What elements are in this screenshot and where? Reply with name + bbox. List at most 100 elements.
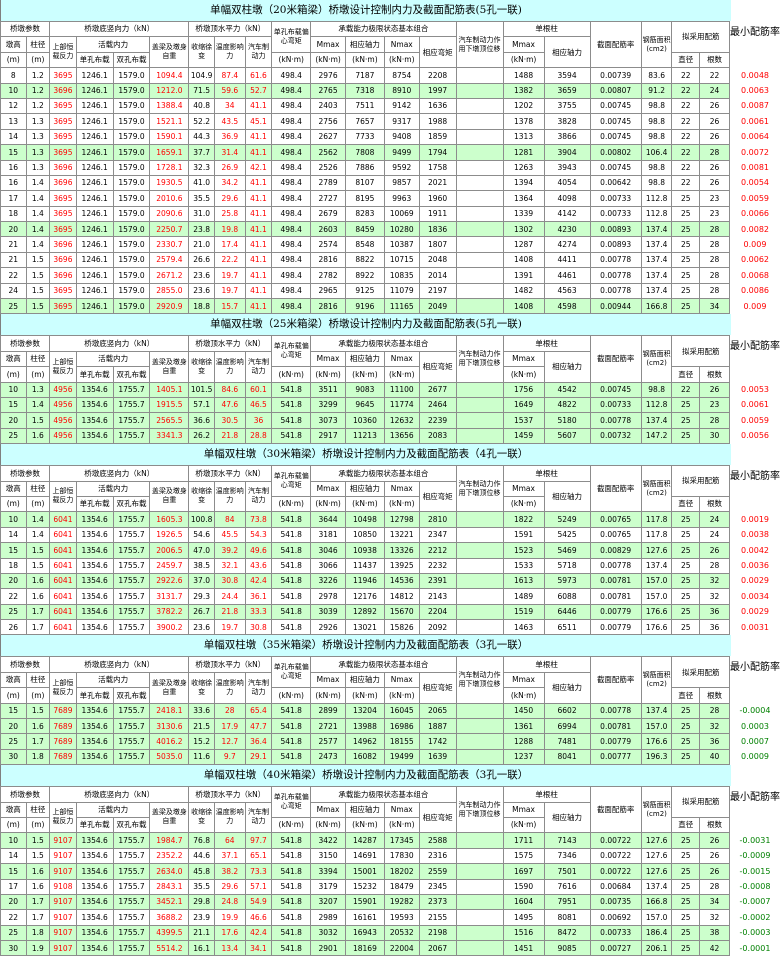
table-cell: 1394: [502, 174, 545, 192]
table-cell: 7689: [49, 748, 77, 766]
table-cell: 0.00745: [589, 381, 642, 398]
header-unit-kNm: (kN·m): [383, 687, 420, 704]
table-cell: 29.6: [213, 878, 246, 895]
header-capacity: 承载能力极限状态基本组合: [310, 656, 457, 673]
table-cell: 24: [699, 526, 730, 544]
header-count: 根数: [699, 687, 730, 704]
table-cell: 1613: [502, 572, 545, 590]
table-cell: 1.5: [25, 832, 51, 849]
table-cell: 2345: [418, 878, 457, 895]
table-cell: 2978: [310, 588, 346, 605]
table-cell: 1579.0: [112, 282, 151, 300]
table-cell: [455, 267, 504, 284]
table-cell: 4461: [543, 267, 591, 284]
table-cell: 7808: [344, 144, 385, 161]
table-cell: [455, 113, 504, 130]
header-pier-params: 桥墩参数: [0, 20, 51, 38]
header-temp: 温度影响力: [213, 350, 246, 383]
table-cell: 1354.6: [75, 924, 114, 942]
table-cell: 22: [671, 113, 701, 130]
table-cell: 0.00778: [589, 267, 642, 284]
control-force-table: 桥墩参数 桥墩底竖向力（kN） 桥墩顶水平力（kN） 单孔布载偏心弯矩 承载能力极限状态…: [0, 335, 730, 445]
table-cell: 0.00777: [589, 748, 642, 766]
table-cell: 3046: [310, 542, 346, 559]
header-temp: 温度影响力: [213, 480, 246, 513]
table-cell: 13326: [383, 542, 420, 559]
table-cell: 3695: [49, 282, 77, 300]
table-cell: 16082: [344, 748, 385, 766]
table-cell: 1579.0: [112, 251, 151, 269]
section-title: 单幅双柱墩（20米箱梁）桥墩设计控制内力及截面配筋表(5孔一联): [0, 0, 731, 21]
table-cell: 12798: [383, 511, 420, 528]
header-single-hole: 单孔布载: [75, 366, 114, 383]
header-single-hole: 单孔布载: [75, 51, 114, 69]
table-cell: 84.6: [213, 381, 246, 398]
control-force-table: 桥墩参数 桥墩底竖向力（kN） 桥墩顶水平力（kN） 单孔布载偏心弯矩 承载能力极限状态…: [0, 656, 730, 766]
table-cell: 25: [671, 267, 701, 284]
table-cell: 1354.6: [75, 847, 114, 865]
table-cell: 26: [699, 128, 730, 146]
table-cell: 22: [671, 174, 701, 192]
min-rate-header: 最小配筋率: [730, 340, 780, 352]
table-cell: 60.1: [244, 381, 273, 398]
table-cell: 7143: [543, 832, 591, 849]
table-cell: 1755.7: [112, 572, 151, 590]
table-cell: 4274: [543, 236, 591, 253]
table-cell: 2459.7: [149, 557, 190, 574]
table-cell: 8754: [383, 67, 420, 84]
table-cell: 36: [244, 412, 273, 429]
table-cell: 1.6: [25, 427, 51, 445]
table-cell: 19.7: [213, 267, 246, 284]
table-cell: 2627: [310, 128, 346, 146]
table-cell: 11774: [383, 396, 420, 414]
table-cell: 19282: [383, 893, 420, 911]
table-cell: 22004: [383, 940, 420, 957]
table-cell: 137.4: [640, 282, 673, 300]
min-rate-value: 0.0053: [741, 385, 769, 395]
header-top-horizontal: 桥墩顶水平力（kN）: [188, 335, 273, 352]
table-cell: 26: [699, 97, 730, 115]
header-row: 桥墩参数 桥墩底竖向力（kN） 桥墩顶水平力（kN） 单孔布载偏心弯矩 承载能力极限状态…: [0, 656, 730, 704]
table-cell: 28: [699, 412, 730, 429]
header-cap-weight: 盖梁及墩身自重: [149, 36, 190, 69]
table-cell: 42.4: [244, 572, 273, 590]
table-cell: 2373: [418, 893, 457, 911]
table-cell: 1590: [502, 878, 545, 895]
table-cell: 19.7: [213, 282, 246, 300]
table-cell: 1354.6: [75, 542, 114, 559]
table-cell: 47.0: [188, 542, 215, 559]
header-n-corr: 相应轴力: [543, 480, 591, 513]
table-cell: [455, 205, 504, 223]
header-live-load: 活载内力: [75, 801, 151, 818]
header-unit-kNm: (kN·m): [383, 816, 420, 834]
table-row: 20 1.6 7689 1354.6 1755.7 3130.6 21.5 17.9 47.7 5…: [0, 718, 730, 735]
table-row: 17 1.6 9108 1354.6 1755.7 2843.1 35.5 29.6 57.1 5…: [0, 878, 730, 895]
table-cell: 1.8: [25, 748, 51, 766]
table-cell: 541.8: [271, 832, 312, 849]
table-cell: 3695: [49, 190, 77, 207]
header-pier-height: 墩高: [0, 801, 27, 818]
table-cell: 5180: [543, 412, 591, 429]
table-cell: 11213: [344, 427, 385, 445]
table-cell: 15.2: [188, 733, 215, 750]
table-cell: 4956: [49, 381, 77, 398]
table-cell: 29.6: [213, 190, 246, 207]
header-bottom-vertical: 桥墩底竖向力（kN）: [49, 786, 190, 803]
table-cell: 1.4: [25, 221, 51, 238]
min-rate-value: 0.0061: [741, 400, 769, 410]
table-cell: 1579.0: [112, 190, 151, 207]
header-col-dia: 柱径: [25, 36, 51, 53]
table-cell: 22: [0, 909, 27, 926]
table-cell: 1354.6: [75, 909, 114, 926]
min-rate-value: 0.0066: [741, 209, 769, 219]
table-cell: 2143: [418, 588, 457, 605]
min-rate-value: 0.0019: [741, 514, 769, 524]
table-cell: 2204: [418, 603, 457, 621]
table-section: 单幅双柱墩（20米箱梁）桥墩设计控制内力及截面配筋表(5孔一联) 桥墩参数 桥墩底竖…: [0, 0, 780, 315]
table-cell: [455, 128, 504, 146]
table-cell: 1758: [418, 159, 457, 176]
table-cell: 2403: [310, 97, 346, 115]
table-cell: 8283: [344, 205, 385, 223]
table-cell: 1.5: [25, 282, 51, 300]
table-cell: 37.7: [188, 144, 215, 161]
